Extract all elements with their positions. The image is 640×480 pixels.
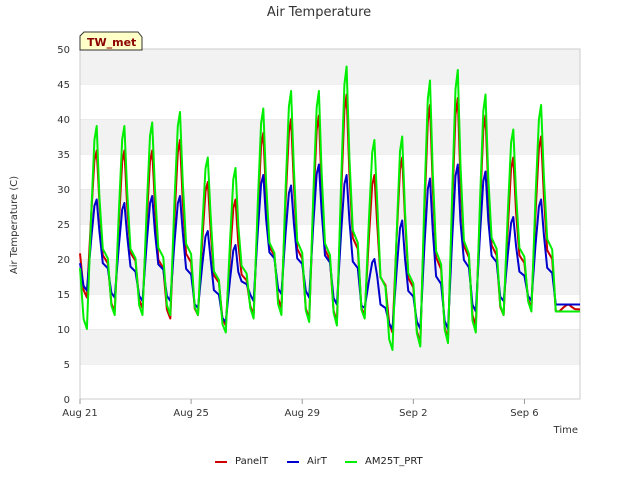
plot-frame [79,48,581,400]
x-tick-label: Sep 2 [399,408,427,419]
site-tag-box [79,31,143,51]
y-tick-label: 40 [57,115,70,126]
y-axis-title: Air Temperature (C) [9,176,20,274]
y-tick-label: 30 [57,185,70,196]
x-tick-label: Aug 21 [62,408,97,419]
legend-label: PanelT [235,456,269,467]
y-axis-ticks: 0 5 10 15 20 25 30 35 40 45 50 [57,45,70,406]
site-tag: TW_met [79,31,143,51]
y-tick-label: 5 [64,360,70,371]
grid-band [80,49,580,84]
grid-band [80,329,580,364]
grid-band [80,119,580,154]
x-tick-label: Aug 25 [173,408,208,419]
grid-band [80,84,580,119]
legend-label: AirT [307,456,328,467]
grid-band [80,364,580,399]
grid-band [80,294,580,329]
x-axis-title: Time [553,425,578,436]
grid-band [80,154,580,189]
y-tick-label: 15 [57,290,70,301]
y-tick-label: 45 [57,80,70,91]
x-tick-label: Aug 29 [285,408,320,419]
legend-label: AM25T_PRT [365,456,424,467]
legend: PanelT AirT AM25T_PRT [215,456,424,467]
grid-band [80,189,580,224]
y-tick-label: 0 [64,395,70,406]
x-tick-label: Sep 6 [510,408,538,419]
x-axis-ticks: Aug 21 Aug 25 Aug 29 Sep 2 Sep 6 [62,399,539,419]
y-tick-label: 10 [57,325,70,336]
chart-title: Air Temperature [267,5,371,20]
y-tick-label: 25 [57,220,70,231]
site-tag-label: TW_met [87,36,136,49]
series-lines [79,65,581,351]
y-tick-label: 35 [57,150,70,161]
y-tick-label: 50 [57,45,70,56]
series-line-am25t-prt [79,65,580,351]
y-tick-label: 20 [57,255,70,266]
